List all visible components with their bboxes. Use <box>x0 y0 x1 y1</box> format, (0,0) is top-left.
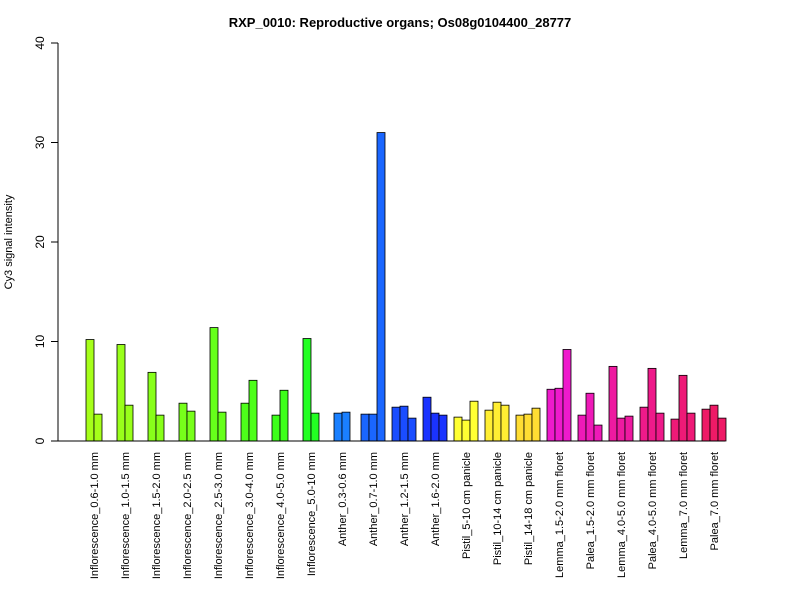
bar <box>310 412 320 442</box>
bar <box>453 416 463 442</box>
bar <box>484 409 494 442</box>
x-category-label: Inflorescence_5.0-10 mm <box>306 452 318 576</box>
bar <box>430 412 440 442</box>
bar <box>546 388 556 442</box>
bar <box>639 406 649 442</box>
bar <box>655 412 665 442</box>
bar <box>577 414 587 442</box>
bar <box>155 414 165 442</box>
y-tick-label: 30 <box>33 136 47 150</box>
bar <box>624 415 634 442</box>
bar <box>279 389 289 442</box>
bar <box>407 417 417 442</box>
x-category-label: Pistil_5-10 cm panicle <box>461 452 473 559</box>
x-category-label: Inflorescence_4.0-5.0 mm <box>275 452 287 579</box>
bar <box>608 365 618 442</box>
y-axis: 0 10 20 30 40 <box>33 36 59 444</box>
bar <box>178 402 188 442</box>
x-category-label: Anther_0.7-1.0 mm <box>368 452 380 546</box>
bar <box>217 411 227 442</box>
x-category-label: Inflorescence_2.5-3.0 mm <box>213 452 225 579</box>
x-category-label: Inflorescence_1.5-2.0 mm <box>151 452 163 579</box>
x-category-label: Anther_0.3-0.6 mm <box>337 452 349 546</box>
x-category-label: Pistil_14-18 cm panicle <box>523 452 535 565</box>
bar <box>616 417 626 442</box>
bar <box>562 349 572 442</box>
x-category-label: Lemma_1.5-2.0 mm floret <box>554 452 566 578</box>
bar <box>670 418 680 442</box>
bar <box>461 419 471 442</box>
x-category-label: Pistil_10-14 cm panicle <box>492 452 504 565</box>
x-category-label: Inflorescence_3.0-4.0 mm <box>244 452 256 579</box>
bars-group <box>85 132 727 442</box>
bar <box>333 412 343 442</box>
bar <box>368 413 378 442</box>
y-axis-title: Cy3 signal intensity <box>3 194 15 289</box>
bar <box>399 405 409 442</box>
x-category-label: Inflorescence_1.0-1.5 mm <box>120 452 132 579</box>
bar <box>391 406 401 442</box>
bar <box>186 410 196 442</box>
x-category-label: Lemma_4.0-5.0 mm floret <box>616 452 628 578</box>
x-category-label: Lemma_7.0 mm floret <box>678 452 690 559</box>
bar <box>647 367 657 442</box>
x-category-label: Palea_7.0 mm floret <box>709 452 721 550</box>
bar <box>302 338 312 442</box>
x-category-label: Anther_1.2-1.5 mm <box>399 452 411 546</box>
bar <box>531 407 541 442</box>
y-tick-label: 20 <box>33 235 47 249</box>
bar <box>438 414 448 442</box>
bar <box>147 371 157 442</box>
x-category-label: Inflorescence_0.6-1.0 mm <box>89 452 101 579</box>
bar <box>585 392 595 442</box>
x-category-label: Palea_1.5-2.0 mm floret <box>585 452 597 569</box>
y-tick-label: 10 <box>33 335 47 349</box>
bar <box>515 414 525 442</box>
bar <box>469 400 479 442</box>
bar <box>554 387 564 442</box>
bar <box>209 327 219 442</box>
bar <box>360 413 370 442</box>
x-axis-labels: Inflorescence_0.6-1.0 mm Inflorescence_1.… <box>89 452 721 579</box>
bar <box>422 396 432 442</box>
bar <box>93 413 103 442</box>
bar <box>500 404 510 442</box>
bar <box>248 379 258 442</box>
y-tick-label: 40 <box>33 36 47 50</box>
bar <box>376 132 386 442</box>
bar <box>492 401 502 442</box>
bar <box>85 339 95 442</box>
x-category-label: Inflorescence_2.0-2.5 mm <box>182 452 194 579</box>
bar <box>678 374 688 442</box>
bar <box>523 413 533 442</box>
bar <box>124 404 134 442</box>
chart-title: RXP_0010: Reproductive organs; Os08g0104… <box>229 15 572 30</box>
y-tick-label: 0 <box>33 437 47 444</box>
x-category-label: Palea_4.0-5.0 mm floret <box>647 452 659 569</box>
bar <box>709 404 719 442</box>
bar <box>686 412 696 442</box>
bar <box>341 411 351 442</box>
bar <box>701 408 711 442</box>
bar <box>593 424 603 442</box>
bar <box>271 414 281 442</box>
bar <box>116 344 126 442</box>
bar <box>717 417 727 442</box>
x-category-label: Anther_1.6-2.0 mm <box>430 452 442 546</box>
bar <box>240 402 250 442</box>
